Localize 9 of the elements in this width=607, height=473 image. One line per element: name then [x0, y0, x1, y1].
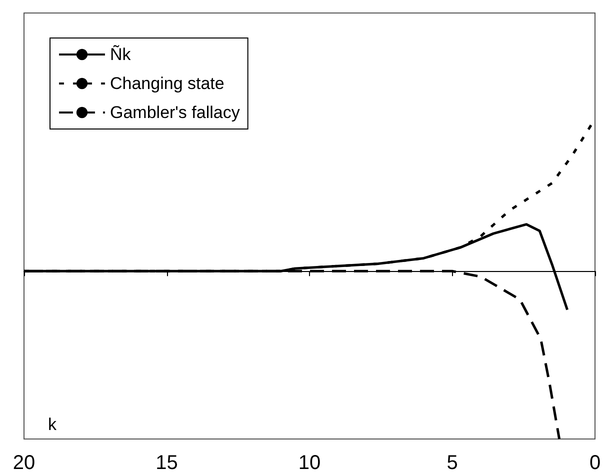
x-tick-label: 15 [156, 452, 178, 473]
legend-label: Changing state [110, 74, 224, 93]
x-tick-label: 5 [446, 452, 458, 473]
x-tick-label: 10 [298, 452, 321, 473]
x-tick-label: 20 [12, 452, 36, 473]
x-tick-label: 0 [589, 452, 601, 473]
x-axis-title: k [48, 415, 57, 434]
legend-label: Gambler's fallacy [110, 103, 240, 122]
legend-label: Ñk [110, 45, 132, 64]
